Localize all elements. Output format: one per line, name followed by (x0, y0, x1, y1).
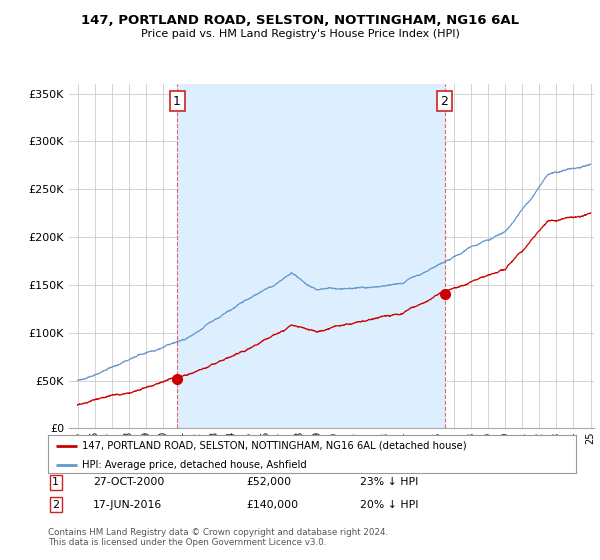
Text: Price paid vs. HM Land Registry's House Price Index (HPI): Price paid vs. HM Land Registry's House … (140, 29, 460, 39)
Bar (177, 84, 445, 428)
Text: 27-OCT-2000: 27-OCT-2000 (93, 477, 164, 487)
Text: 147, PORTLAND ROAD, SELSTON, NOTTINGHAM, NG16 6AL (detached house): 147, PORTLAND ROAD, SELSTON, NOTTINGHAM,… (82, 441, 467, 451)
Text: HPI: Average price, detached house, Ashfield: HPI: Average price, detached house, Ashf… (82, 460, 307, 470)
Text: 147, PORTLAND ROAD, SELSTON, NOTTINGHAM, NG16 6AL: 147, PORTLAND ROAD, SELSTON, NOTTINGHAM,… (81, 14, 519, 27)
Text: 2: 2 (440, 95, 448, 108)
Text: 1: 1 (173, 95, 181, 108)
Text: £140,000: £140,000 (246, 500, 298, 510)
Text: 20% ↓ HPI: 20% ↓ HPI (360, 500, 419, 510)
Text: 23% ↓ HPI: 23% ↓ HPI (360, 477, 418, 487)
Text: 1: 1 (52, 477, 59, 487)
Text: 17-JUN-2016: 17-JUN-2016 (93, 500, 162, 510)
Text: Contains HM Land Registry data © Crown copyright and database right 2024.
This d: Contains HM Land Registry data © Crown c… (48, 528, 388, 547)
Text: 2: 2 (52, 500, 59, 510)
Text: £52,000: £52,000 (246, 477, 291, 487)
